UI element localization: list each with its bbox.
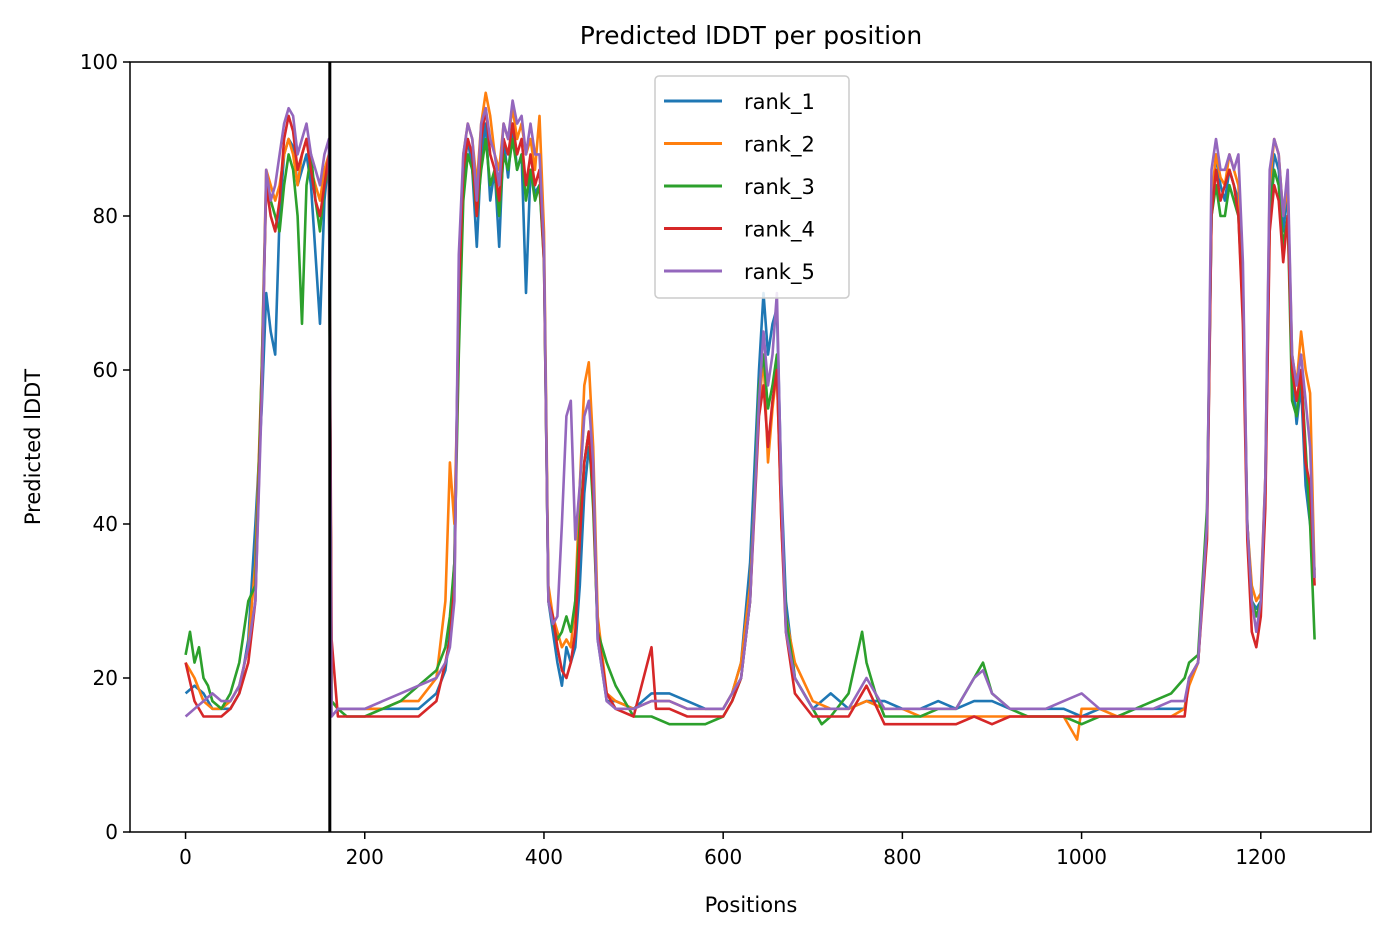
series-layer [184,91,1316,741]
x-tick-label: 400 [525,845,563,869]
y-tick-label: 20 [93,666,118,690]
legend-label: rank_1 [744,90,815,115]
y-axis: 0 20 40 60 80 100 [80,50,130,844]
y-tick-label: 40 [93,512,118,536]
x-tick-label: 200 [346,845,384,869]
x-tick-label: 800 [883,845,921,869]
chart-title: Predicted lDDT per position [580,21,922,50]
legend: rank_1 rank_2 rank_3 rank_4 rank_5 [654,75,850,299]
legend-label: rank_5 [744,260,815,285]
y-tick-label: 100 [80,50,118,74]
plot-frame [129,61,1372,833]
x-axis: 0 200 400 600 800 1000 1200 [179,832,1286,869]
legend-label: rank_3 [744,175,815,200]
x-axis-label: Positions [705,893,798,917]
legend-label: rank_2 [744,133,815,158]
series-line-rank-5 [184,99,1316,718]
x-tick-label: 600 [704,845,742,869]
y-tick-label: 80 [93,204,118,228]
y-axis-label: Predicted lDDT [21,369,45,525]
x-tick-label: 0 [179,845,192,869]
legend-box [654,75,850,299]
x-tick-label: 1000 [1056,845,1107,869]
y-tick-label: 60 [93,358,118,382]
legend-label: rank_4 [744,218,815,243]
y-tick-label: 0 [105,820,118,844]
x-tick-label: 1200 [1235,845,1286,869]
